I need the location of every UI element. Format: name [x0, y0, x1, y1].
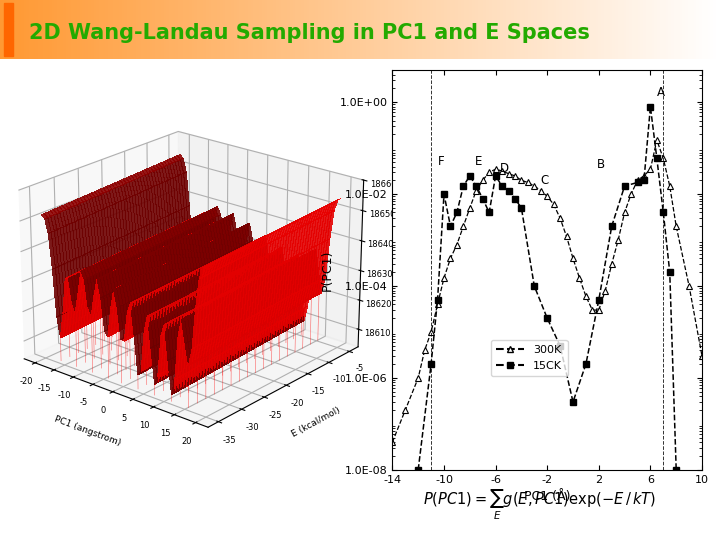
300K: [646, 166, 654, 172]
Text: A: A: [657, 86, 665, 99]
15CK: [639, 177, 648, 184]
300K: [433, 301, 442, 308]
300K: [401, 407, 410, 413]
300K: [652, 137, 661, 144]
300K: [588, 307, 597, 313]
15CK: [433, 296, 442, 303]
15CK: [414, 467, 423, 473]
15CK: [446, 223, 455, 230]
300K: [498, 168, 506, 174]
300K: [523, 179, 532, 186]
300K: [626, 191, 635, 198]
300K: [530, 183, 539, 190]
300K: [595, 307, 603, 313]
15CK: [498, 183, 506, 190]
300K: [459, 223, 468, 230]
X-axis label: PC1 (angstrom): PC1 (angstrom): [53, 415, 122, 448]
300K: [582, 293, 590, 300]
300K: [485, 169, 493, 176]
300K: [427, 329, 436, 335]
Line: 300K: 300K: [390, 137, 705, 445]
300K: [446, 255, 455, 262]
300K: [569, 255, 577, 262]
15CK: [465, 173, 474, 179]
Bar: [4, 3, 13, 21]
300K: [504, 171, 513, 177]
15CK: [504, 187, 513, 194]
Legend: 300K, 15CK: 300K, 15CK: [491, 340, 567, 376]
15CK: [440, 191, 449, 198]
15CK: [472, 183, 480, 190]
15CK: [608, 223, 616, 230]
15CK: [652, 155, 661, 161]
300K: [601, 287, 610, 294]
Text: E: E: [475, 154, 482, 167]
15CK: [543, 315, 552, 321]
300K: [665, 183, 674, 190]
300K: [556, 215, 564, 221]
15CK: [659, 209, 667, 215]
Y-axis label: E (kcal/mol): E (kcal/mol): [291, 406, 342, 439]
Line: 15CK: 15CK: [415, 104, 680, 473]
15CK: [646, 104, 654, 110]
X-axis label: PC1 (Å): PC1 (Å): [524, 490, 570, 503]
Text: D: D: [500, 162, 509, 175]
300K: [472, 187, 480, 194]
Text: C: C: [541, 174, 549, 187]
15CK: [485, 209, 493, 215]
300K: [491, 166, 500, 172]
300K: [633, 177, 642, 184]
300K: [510, 173, 519, 179]
300K: [549, 201, 558, 207]
300K: [453, 241, 462, 248]
Text: $P(PC1) = \sum_E g(E, PC1)\exp(-E\,/\,kT)$: $P(PC1) = \sum_E g(E, PC1)\exp(-E\,/\,kT…: [423, 488, 657, 522]
Y-axis label: P(PC1): P(PC1): [321, 249, 334, 291]
300K: [420, 347, 429, 354]
15CK: [569, 399, 577, 405]
300K: [614, 237, 623, 244]
15CK: [595, 296, 603, 303]
15CK: [517, 205, 526, 211]
15CK: [510, 195, 519, 202]
300K: [465, 205, 474, 211]
Bar: [4, 21, 13, 39]
300K: [478, 177, 487, 184]
15CK: [453, 209, 462, 215]
300K: [575, 275, 584, 281]
Bar: [4, 38, 13, 56]
300K: [672, 223, 680, 230]
15CK: [530, 283, 539, 289]
15CK: [633, 179, 642, 186]
15CK: [665, 269, 674, 275]
300K: [621, 209, 629, 215]
15CK: [672, 467, 680, 473]
300K: [414, 375, 423, 381]
Text: 2D Wang-Landau Sampling in PC1 and E Spaces: 2D Wang-Landau Sampling in PC1 and E Spa…: [29, 23, 590, 43]
300K: [698, 353, 706, 359]
300K: [639, 173, 648, 179]
300K: [440, 275, 449, 281]
15CK: [478, 195, 487, 202]
300K: [388, 439, 397, 446]
15CK: [491, 173, 500, 179]
Text: B: B: [598, 158, 606, 171]
300K: [685, 283, 693, 289]
15CK: [459, 183, 468, 190]
15CK: [556, 342, 564, 349]
300K: [517, 177, 526, 184]
15CK: [427, 361, 436, 367]
15CK: [621, 183, 629, 190]
15CK: [582, 361, 590, 367]
300K: [536, 187, 545, 194]
300K: [543, 193, 552, 199]
300K: [608, 261, 616, 267]
300K: [562, 233, 571, 240]
Text: F: F: [438, 154, 445, 167]
300K: [659, 155, 667, 161]
